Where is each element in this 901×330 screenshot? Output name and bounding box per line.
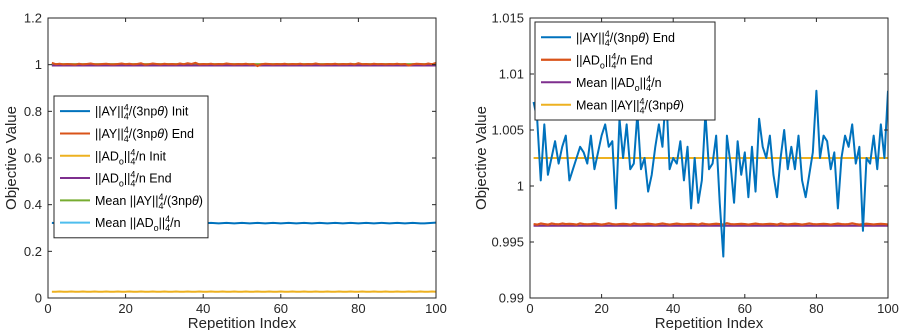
legend-label: Mean ||AY||4 4/(3npθ) (95, 192, 203, 211)
y-tick-label: 0 (35, 291, 42, 306)
left-chart: 0 20 40 60 80 100 0 0.2 0.4 0.6 0.8 1 1.2 Repetition … (3, 11, 447, 330)
y-axis-label: Objective Value (473, 106, 490, 210)
legend-label: ||ADo||4 4/n Init (95, 147, 167, 166)
legend-label: ||ADo||4 4/n End (576, 51, 653, 70)
legend-label: Mean ||AY||4 4/(3npθ) (576, 96, 684, 115)
y-tick-label: 0.99 (499, 291, 524, 306)
x-axis-label: Repetition Index (188, 315, 297, 330)
legend-box (534, 21, 716, 121)
series-line-1 (51, 61, 436, 68)
x-tick-label: 60 (738, 301, 752, 316)
y-tick-label: 1 (517, 179, 524, 194)
x-axis-label: Repetition Index (655, 315, 764, 330)
legend-label: Mean ||ADo||4 4/n (576, 74, 662, 93)
right-chart: 0 20 40 60 80 100 0.99 0.995 1 1.005 1.01 1.015 Repe… (473, 11, 899, 330)
y-tick-label: 1.015 (491, 11, 524, 26)
x-tick-label: 80 (351, 301, 365, 316)
series-line-1 (533, 222, 888, 226)
legend: ||AY||4 4/(3npθ) End ||ADo||4 4/n End Mean |… (534, 21, 716, 121)
x-tick-label: 40 (196, 301, 210, 316)
legend-label: ||AY||4 4/(3npθ) Init (95, 103, 189, 122)
y-tick-label: 1.2 (24, 11, 42, 26)
y-tick-label: 0.4 (24, 197, 42, 212)
y-tick-label: 1 (35, 57, 42, 72)
y-tick-label: 0.6 (24, 151, 42, 166)
axes-box (529, 17, 889, 299)
x-tick-label: 0 (44, 301, 51, 316)
x-tick-label: 100 (877, 301, 899, 316)
series-line-0 (532, 89, 888, 258)
legend: ||AY||4 4/(3npθ) Init ||AY||4 4/(3npθ) End |… (53, 95, 209, 239)
x-tick-label: 20 (594, 301, 608, 316)
series-lines (51, 61, 436, 293)
y-tick-label: 0.995 (491, 235, 524, 250)
legend-label: Mean ||ADo||4 4/n (95, 214, 181, 233)
y-tick-label: 1.01 (499, 67, 524, 82)
legend-label: ||AY||4 4/(3npθ) End (576, 29, 675, 48)
y-axis-label: Objective Value (3, 106, 20, 210)
x-tick-label: 20 (118, 301, 132, 316)
legend-label: ||AY||4 4/(3npθ) End (95, 125, 194, 144)
x-tick-label: 0 (526, 301, 533, 316)
y-tick-label: 0.2 (24, 244, 42, 259)
legend-label: ||ADo||4 4/n End (95, 170, 172, 189)
y-tick-label: 0.8 (24, 104, 42, 119)
x-tick-label: 40 (666, 301, 680, 316)
x-tick-label: 60 (274, 301, 288, 316)
x-tick-label: 80 (809, 301, 823, 316)
x-tick-label: 100 (425, 301, 447, 316)
y-tick-label: 1.005 (491, 123, 524, 138)
series-lines (532, 89, 888, 258)
legend-box (53, 95, 209, 239)
